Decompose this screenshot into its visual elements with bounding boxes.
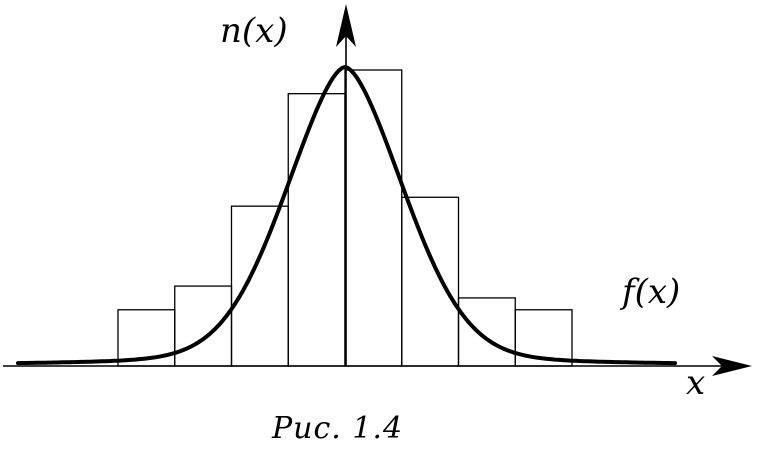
histogram-bar xyxy=(230,205,289,367)
y-axis-arrow-icon xyxy=(336,4,356,47)
histogram-bar xyxy=(457,297,516,367)
histogram-bar xyxy=(401,196,460,367)
x-axis-label: x xyxy=(686,363,705,403)
density-curve xyxy=(16,65,677,366)
x-axis-arrow-icon xyxy=(712,356,752,376)
curve-label: f(x) xyxy=(619,272,680,312)
figure-caption: Рис. 1.4 xyxy=(271,411,403,446)
y-axis-label: n(x) xyxy=(220,11,288,51)
histogram-bar xyxy=(174,285,233,367)
histogram-bars xyxy=(117,69,573,367)
histogram-bar xyxy=(287,93,346,367)
